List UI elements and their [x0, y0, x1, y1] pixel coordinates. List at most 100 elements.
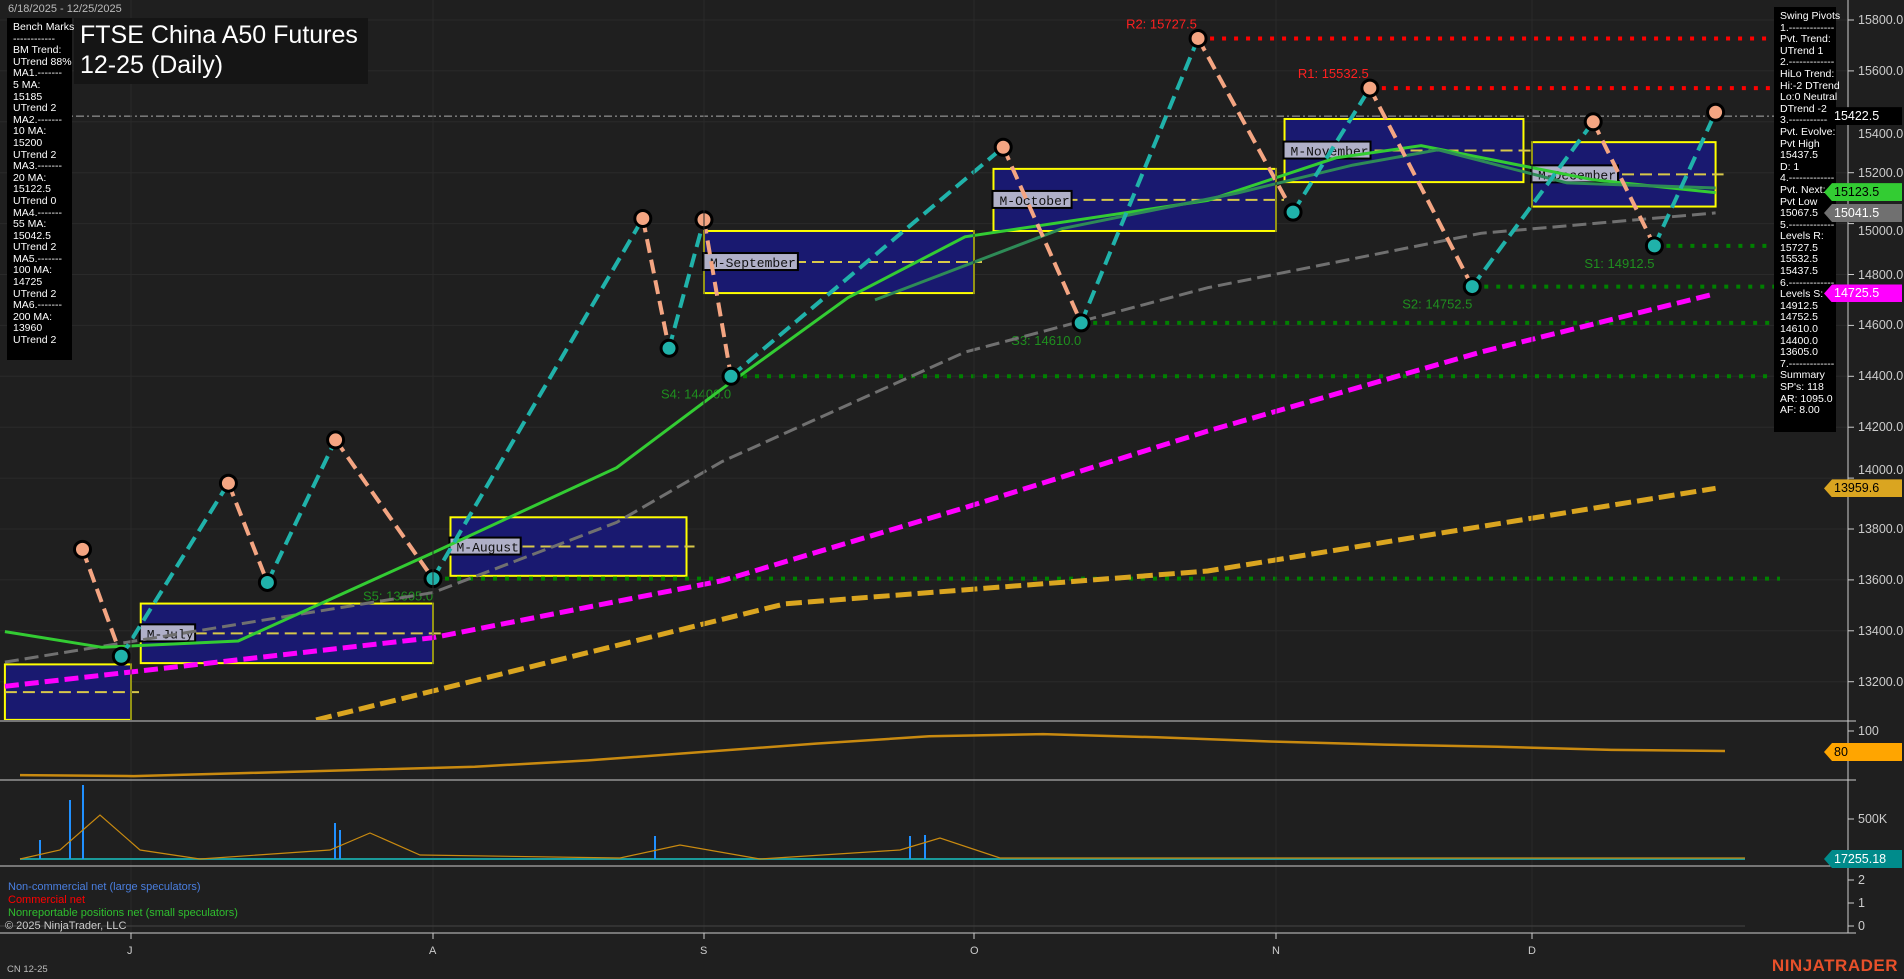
price-tag: 15123.5: [1824, 183, 1902, 202]
bench-mark-line: UTrend 88%: [13, 55, 72, 68]
oscillator-line: [19, 732, 1726, 778]
swing-high-marker: [993, 137, 1013, 157]
volume-average-line: [19, 814, 1745, 860]
cot-legend-item: Non-commercial net (large speculators): [8, 881, 201, 893]
swing-low-marker: [1644, 236, 1664, 256]
monthly-box-label: M-October: [999, 194, 1069, 209]
swing-pivot-line: D: 1: [1780, 160, 1800, 173]
swing-pivot-line: 14610.0: [1780, 323, 1818, 336]
swing-zigzag-segment: [431, 217, 645, 580]
volume-tick-label: 500K: [1858, 812, 1888, 826]
bench-mark-line: UTrend 2: [13, 148, 57, 161]
month-label: J: [127, 945, 133, 957]
swing-pivot-line: Pvt. Trend:: [1780, 33, 1831, 46]
swing-zigzag-segment: [702, 219, 733, 377]
swing-pivot-line: 6.-------------: [1780, 276, 1835, 289]
swing-low-marker: [1071, 313, 1091, 333]
price-tick-label: 15800.0: [1858, 13, 1904, 27]
moving-average-line: [4, 211, 1716, 664]
price-tick-label: 15600.0: [1858, 63, 1904, 78]
swing-pivot-line: 14752.5: [1780, 311, 1818, 324]
swing-zigzag-segment: [1470, 120, 1595, 288]
bench-mark-line: 14725: [13, 276, 43, 289]
bench-mark-line: UTrend 2: [13, 334, 57, 347]
price-tag: 13959.6: [1824, 479, 1902, 498]
bench-mark-line: 20 MA:: [13, 171, 47, 184]
title-line-1: FTSE China A50 Futures: [80, 21, 358, 49]
swing-zigzag-segment: [333, 438, 435, 580]
moving-average-line: [874, 148, 1716, 302]
resistance-label: R1: 15532.5: [1298, 66, 1369, 81]
swing-pivot-line: HiLo Trend:: [1780, 67, 1835, 80]
swing-pivot-line: AF: 8.00: [1780, 404, 1820, 417]
swing-pivot-line: 15437.5: [1780, 265, 1818, 278]
bench-mark-line: 100 MA:: [13, 264, 53, 277]
swing-zigzag-segment: [1368, 87, 1475, 288]
bench-mark-line: MA1.-------: [13, 67, 62, 80]
swing-high-marker: [218, 473, 238, 493]
chart-title: FTSE China A50 Futures 12-25 (Daily): [74, 18, 368, 84]
monthly-box-label: M-September: [710, 256, 796, 271]
bench-marks-panel: Bench Marks ------------ BM Trend: UTrend 8…: [7, 18, 75, 360]
swing-pivot-line: 13605.0: [1780, 346, 1818, 359]
price-tag: 14725.5: [1824, 284, 1902, 303]
swing-zigzag-segment: [80, 548, 124, 657]
swing-pivot-line: Lo:0 Neutral: [1780, 91, 1838, 104]
month-label: N: [1272, 945, 1280, 957]
bench-mark-line: 5 MA:: [13, 78, 41, 91]
price-tick-label: 14800.0: [1858, 267, 1904, 282]
swing-high-marker: [326, 430, 346, 450]
title-line-2: 12-25 (Daily): [80, 51, 224, 79]
price-tick-label: 13200.0: [1858, 674, 1904, 689]
price-tick-label: 15000.0: [1858, 224, 1904, 239]
cot-tick-label: 2: [1858, 873, 1865, 887]
bench-mark-line: UTrend 2: [13, 102, 57, 115]
price-tick-label: 13400.0: [1858, 623, 1904, 638]
swing-zigzag-segment: [1652, 111, 1718, 247]
cot-legend-item: Nonreportable positions net (small specu…: [8, 907, 238, 919]
swing-pivot-line: 14400.0: [1780, 334, 1818, 347]
monthly-box-label: M-August: [456, 541, 518, 556]
swing-zigzag-segment: [729, 145, 1005, 378]
swing-pivot-line: Levels R:: [1780, 230, 1824, 243]
oscillator-value-tag: 80: [1824, 743, 1902, 761]
bench-mark-line: UTrend 0: [13, 194, 57, 207]
support-label: S4: 14400.0: [661, 386, 731, 401]
bench-mark-line: Bench Marks: [13, 21, 75, 33]
swing-low-marker: [659, 338, 679, 358]
price-tick-label: 14600.0: [1858, 318, 1904, 333]
month-label: A: [429, 945, 437, 957]
swing-low-marker: [721, 366, 741, 386]
swing-high-marker: [1706, 102, 1726, 122]
swing-pivot-line: 5.-------------: [1780, 218, 1835, 231]
swing-pivot-line: 15727.5: [1780, 241, 1818, 254]
bench-mark-line: MA5.-------: [13, 252, 62, 265]
oscillator-tick-label: 100: [1858, 724, 1879, 738]
swing-pivot-line: 15532.5: [1780, 253, 1818, 266]
support-label: S1: 14912.5: [1584, 256, 1654, 271]
bench-mark-line: 10 MA:: [13, 125, 47, 138]
price-tick-label: 14400.0: [1858, 369, 1904, 384]
support-label: S2: 14752.5: [1402, 297, 1472, 312]
swing-pivots-panel: Swing Pivots 1.------------- Pvt. Trend: UT…: [1774, 7, 1840, 432]
swing-zigzag-segment: [1196, 37, 1295, 214]
swing-high-marker: [1188, 28, 1208, 48]
price-tag: 15422.5: [1824, 107, 1902, 126]
swing-zigzag-segment: [265, 439, 338, 584]
swing-pivot-line: Levels S:: [1780, 288, 1824, 301]
swing-pivot-line: 4.-------------: [1780, 172, 1835, 185]
swing-zigzag-segment: [640, 218, 671, 349]
swing-pivot-line: Pvt Low: [1780, 195, 1818, 208]
price-tick-label: 14000.0: [1858, 463, 1904, 478]
copyright: © 2025 NinjaTrader, LLC: [5, 920, 127, 932]
volume-value-tag: 17255.18: [1824, 850, 1902, 868]
swing-pivot-line: 2.-------------: [1780, 56, 1835, 69]
price-tick-label: 15400.0: [1858, 127, 1904, 142]
swing-low-marker: [1462, 277, 1482, 297]
date-range: 6/18/2025 - 12/25/2025: [8, 3, 122, 15]
swing-zigzag-segment: [1291, 87, 1372, 214]
cot-tick-label: 1: [1858, 896, 1865, 910]
swing-pivot-line: DTrend -2: [1780, 102, 1827, 115]
swing-zigzag-segment: [226, 482, 270, 584]
swing-pivot-line: Pvt. Next:: [1780, 183, 1826, 196]
